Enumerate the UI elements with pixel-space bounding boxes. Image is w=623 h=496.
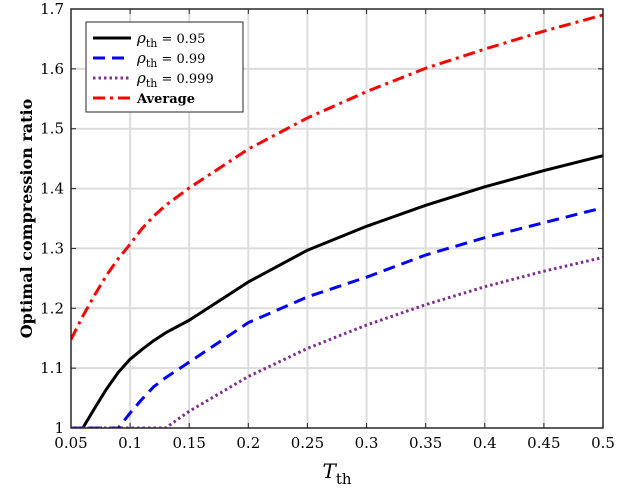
x-axis-title: Tth	[322, 459, 351, 488]
x-tick-label: 0.1	[118, 434, 142, 452]
x-tick-label: 0.4	[473, 434, 497, 452]
y-tick-label: 1.6	[40, 60, 64, 78]
legend-label-0: ρth = 0.95	[136, 29, 205, 50]
legend-value: = 0.999	[157, 72, 213, 87]
y-tick-label: 1.4	[40, 180, 64, 198]
plot-frame	[70, 8, 604, 429]
x-tick-label: 0.35	[409, 434, 442, 452]
legend-value: Average	[136, 92, 195, 107]
legend-subscript: th	[146, 57, 158, 70]
x-tick-label: 0.5	[591, 434, 615, 452]
legend-symbol: ρ	[136, 69, 146, 87]
x-tick-label: 0.15	[173, 434, 206, 452]
y-tick-label: 1.2	[40, 299, 64, 317]
legend-subscript: th	[146, 77, 158, 90]
x-tick-label: 0.05	[54, 434, 87, 452]
y-tick-label: 1.3	[40, 239, 64, 257]
legend-value: = 0.95	[157, 32, 205, 47]
series-line-1	[71, 206, 603, 428]
legend-subscript: th	[146, 37, 158, 50]
series-line-0	[80, 154, 603, 428]
y-tick-label: 1.1	[40, 359, 64, 377]
grid-lines	[71, 9, 603, 428]
y-tick-label: 1.7	[40, 0, 64, 18]
series-layer	[71, 13, 603, 428]
tick-marks	[70, 8, 604, 429]
legend-value: = 0.99	[157, 52, 205, 67]
x-tick-label: 0.3	[355, 434, 379, 452]
y-axis-title: Optimal compression ratio	[17, 98, 36, 338]
legend-label-3: Average	[136, 92, 195, 107]
y-tick-label: 1	[54, 419, 64, 437]
x-axis-title-sub: th	[336, 470, 352, 488]
legend-symbol: ρ	[136, 49, 146, 67]
x-tick-label: 0.2	[236, 434, 260, 452]
legend-label-1: ρth = 0.99	[136, 49, 205, 70]
x-tick-label: 0.45	[527, 434, 560, 452]
x-tick-labels: 0.05 0.1 0.15 0.2 0.25 0.3 0.35 0.4 0.45 0.5	[54, 434, 615, 452]
series-line-3	[71, 13, 603, 341]
legend-label-2: ρth = 0.999	[136, 69, 214, 90]
y-tick-label: 1.5	[40, 120, 64, 138]
y-tick-labels: 1 1.1 1.2 1.3 1.4 1.5 1.6 1.7	[40, 0, 64, 437]
legend-symbol: ρ	[136, 29, 146, 47]
x-axis-title-main: T	[322, 459, 337, 483]
x-tick-label: 0.25	[291, 434, 324, 452]
